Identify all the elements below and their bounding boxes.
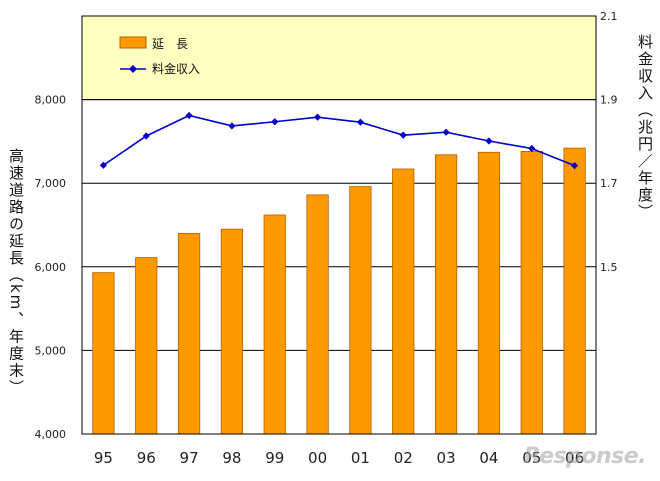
line-point bbox=[528, 144, 536, 153]
legend-bar-swatch bbox=[119, 36, 147, 49]
line-series bbox=[99, 111, 579, 170]
legend-bar-label: 延 長 bbox=[152, 37, 188, 51]
y2-tick-label: 1.7 bbox=[600, 177, 618, 190]
bar bbox=[434, 154, 458, 435]
bar bbox=[349, 186, 372, 435]
line-path bbox=[102, 114, 575, 167]
gridlines bbox=[82, 99, 596, 351]
y-tick-label: 6,000 bbox=[35, 261, 67, 274]
left-y-ticks: 4,000 5,000 6,000 7,000 8,000 bbox=[35, 94, 67, 441]
legend-line-label: 料金収入 bbox=[152, 61, 200, 76]
line-point bbox=[485, 137, 493, 145]
line-point bbox=[271, 118, 279, 126]
plot-upper-band bbox=[82, 16, 596, 101]
y-tick-label: 4,000 bbox=[35, 428, 67, 441]
x-tick-label: 97 bbox=[180, 449, 199, 467]
bar bbox=[92, 272, 115, 435]
bar bbox=[306, 194, 329, 435]
bar bbox=[477, 151, 501, 435]
line-point bbox=[399, 131, 407, 139]
y-tick-label: 5,000 bbox=[35, 344, 67, 357]
bar bbox=[220, 228, 244, 435]
x-tick-label: 01 bbox=[351, 449, 370, 467]
line-point bbox=[356, 118, 365, 126]
right-y-ticks: 2.1 1.9 1.7 1.5 bbox=[600, 10, 618, 274]
y2-tick-label: 1.5 bbox=[600, 261, 618, 274]
line-point bbox=[99, 161, 108, 169]
line-point bbox=[142, 132, 150, 140]
x-tick-label: 05 bbox=[522, 449, 541, 467]
y2-tick-label: 2.1 bbox=[600, 10, 618, 23]
x-tick-label: 06 bbox=[565, 449, 584, 467]
line-point bbox=[228, 122, 236, 130]
bar bbox=[135, 257, 158, 435]
line-point bbox=[185, 111, 193, 120]
y-tick-label: 7,000 bbox=[35, 177, 67, 190]
x-ticks: 95 96 97 98 99 00 01 02 03 04 05 06 bbox=[94, 449, 584, 467]
legend: 延 長 料金収入 bbox=[119, 36, 200, 76]
line-point bbox=[442, 128, 450, 136]
line-point bbox=[313, 113, 322, 121]
bar bbox=[263, 214, 286, 435]
y2-tick-label: 1.9 bbox=[600, 94, 618, 107]
x-tick-label: 02 bbox=[394, 449, 413, 467]
bar bbox=[563, 147, 586, 435]
x-tick-label: 98 bbox=[222, 449, 241, 467]
x-tick-label: 04 bbox=[479, 449, 498, 467]
line-point bbox=[570, 162, 579, 170]
bar bbox=[392, 168, 415, 435]
y-tick-label: 8,000 bbox=[35, 94, 67, 107]
legend-line-marker bbox=[129, 65, 137, 73]
x-tick-label: 96 bbox=[137, 449, 156, 467]
x-tick-label: 95 bbox=[94, 449, 113, 467]
x-tick-label: 03 bbox=[437, 449, 456, 467]
left-axis-title: 高速道路の延長（km、年度末） bbox=[7, 148, 25, 397]
x-tick-label: 00 bbox=[308, 449, 327, 467]
watermark: Response. bbox=[523, 444, 647, 469]
bar bbox=[177, 232, 201, 435]
right-axis-title: 料金収入（兆円／年度） bbox=[636, 34, 654, 221]
bar bbox=[520, 151, 543, 435]
plot-border bbox=[81, 15, 597, 435]
x-tick-label: 99 bbox=[265, 449, 284, 467]
